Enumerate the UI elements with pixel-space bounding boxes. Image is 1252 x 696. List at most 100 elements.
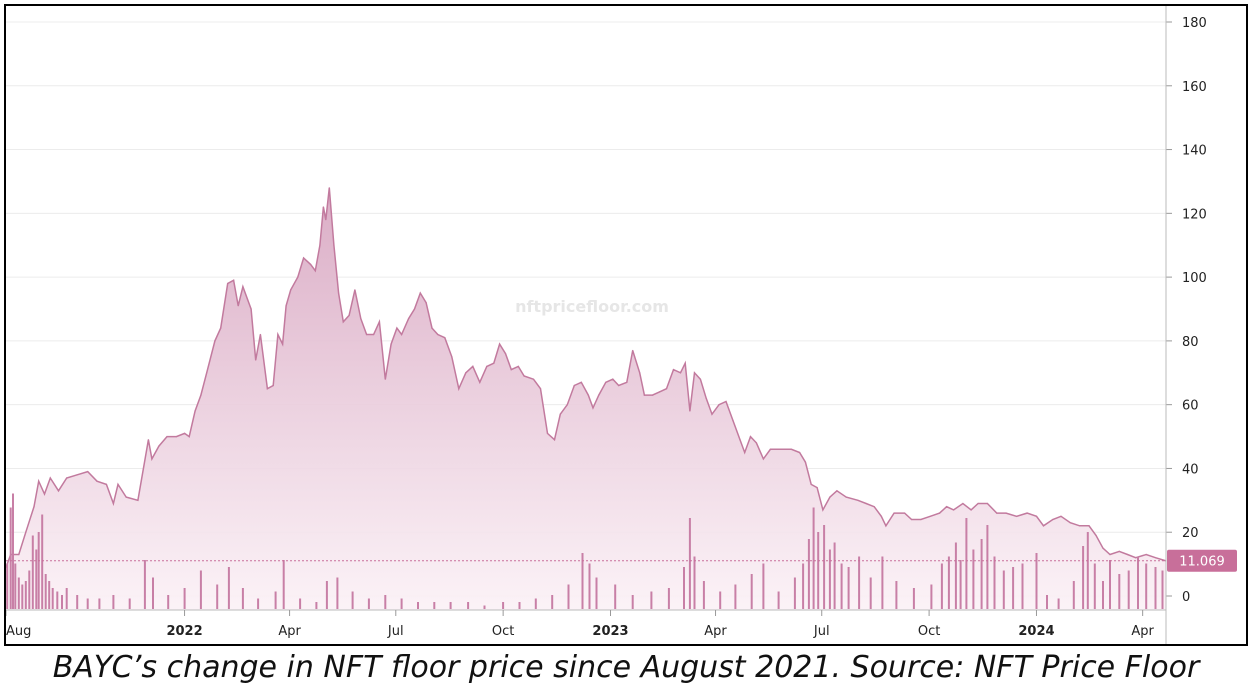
price-point xyxy=(360,318,362,320)
price-point xyxy=(744,451,746,454)
volume-bar xyxy=(467,602,470,609)
price-point xyxy=(348,314,350,316)
price-point xyxy=(373,333,375,336)
volume-bar xyxy=(1137,556,1139,609)
volume-bar xyxy=(44,574,47,609)
price-point xyxy=(499,343,501,345)
price-point xyxy=(112,502,114,505)
price-point xyxy=(1005,512,1007,514)
volume-bar xyxy=(683,567,685,609)
volume-bar xyxy=(483,605,486,609)
price-point xyxy=(946,506,948,508)
price-point xyxy=(755,442,758,444)
volume-bar xyxy=(534,598,537,609)
price-point xyxy=(822,509,824,511)
price-point xyxy=(33,506,35,508)
price-point xyxy=(220,327,222,329)
volume-bar xyxy=(614,584,617,609)
volume-bar xyxy=(750,574,753,609)
volume-bar xyxy=(650,591,653,609)
volume-bar xyxy=(112,595,115,609)
price-point xyxy=(865,502,867,505)
price-point xyxy=(639,372,641,374)
price-point xyxy=(325,219,327,221)
price-point xyxy=(125,496,127,498)
x-tick-label: 2024 xyxy=(1018,624,1054,639)
volume-bar xyxy=(895,581,898,609)
volume-bar xyxy=(1127,570,1130,609)
price-point xyxy=(285,305,287,307)
price-point xyxy=(166,436,168,438)
volume-bar xyxy=(807,539,810,609)
volume-bar xyxy=(667,588,670,609)
price-point xyxy=(378,321,380,323)
volume-bar xyxy=(9,507,12,609)
price-point xyxy=(804,461,807,463)
price-point xyxy=(732,420,734,422)
price-point xyxy=(904,512,906,514)
price-point xyxy=(214,340,216,342)
price-point xyxy=(76,474,78,476)
y-tick-label: 160 xyxy=(1182,80,1207,95)
price-point xyxy=(1060,515,1062,517)
price-point xyxy=(255,359,257,361)
x-tick-label: Jul xyxy=(813,624,830,639)
price-point xyxy=(573,384,575,387)
volume-bar xyxy=(762,563,765,609)
price-point xyxy=(419,292,421,294)
volume-bar xyxy=(693,556,696,609)
volume-bar xyxy=(1082,546,1085,609)
volume-bar xyxy=(183,588,186,609)
price-point xyxy=(885,525,887,527)
volume-bar xyxy=(6,563,9,609)
price-point xyxy=(408,318,410,320)
volume-bar xyxy=(595,577,598,609)
price-point xyxy=(354,289,356,291)
caption: BAYC’s change in NFT floor price since A… xyxy=(52,650,1200,685)
y-axis: 0 20 40 60 80 100 120 140 160 180 xyxy=(1165,6,1207,644)
volume-bar xyxy=(719,591,722,609)
price-point xyxy=(1118,550,1120,553)
price-point xyxy=(929,515,931,517)
volume-bar xyxy=(449,602,452,609)
price-point xyxy=(651,394,654,396)
y-tick-label: 100 xyxy=(1182,271,1207,286)
price-point xyxy=(762,458,765,460)
price-point xyxy=(105,483,107,485)
price-point xyxy=(297,276,299,278)
price-point xyxy=(1095,534,1097,537)
current-value-badge xyxy=(1167,549,1237,572)
y-tick-label: 180 xyxy=(1182,16,1207,31)
price-point xyxy=(553,439,556,441)
price-point xyxy=(396,327,398,329)
x-tick-label: Aug xyxy=(6,624,31,639)
price-point xyxy=(87,471,89,473)
volume-bar xyxy=(65,588,68,609)
price-point xyxy=(612,378,614,380)
current-value-label: 11.069 xyxy=(1179,555,1225,570)
volume-bar xyxy=(1057,598,1060,609)
price-point xyxy=(689,410,691,412)
price-point xyxy=(259,333,261,336)
price-point xyxy=(539,388,542,390)
volume-bar xyxy=(581,553,584,609)
volume-bar xyxy=(828,549,831,609)
price-point xyxy=(237,305,239,307)
volume-bar xyxy=(858,556,861,609)
volume-bar xyxy=(1035,553,1038,609)
price-point xyxy=(49,477,51,479)
price-point xyxy=(310,263,312,265)
volume-bar xyxy=(86,598,89,609)
price-point xyxy=(486,365,488,367)
price-point xyxy=(431,327,433,329)
volume-bar xyxy=(965,518,968,609)
price-point xyxy=(532,378,535,380)
price-point xyxy=(1135,557,1137,559)
price-point xyxy=(1102,547,1104,549)
price-point xyxy=(580,381,582,383)
volume-bar xyxy=(384,595,387,609)
volume-bar xyxy=(930,584,933,609)
volume-bars xyxy=(6,493,1164,609)
price-point xyxy=(672,369,675,371)
y-tick-label: 40 xyxy=(1182,462,1199,477)
